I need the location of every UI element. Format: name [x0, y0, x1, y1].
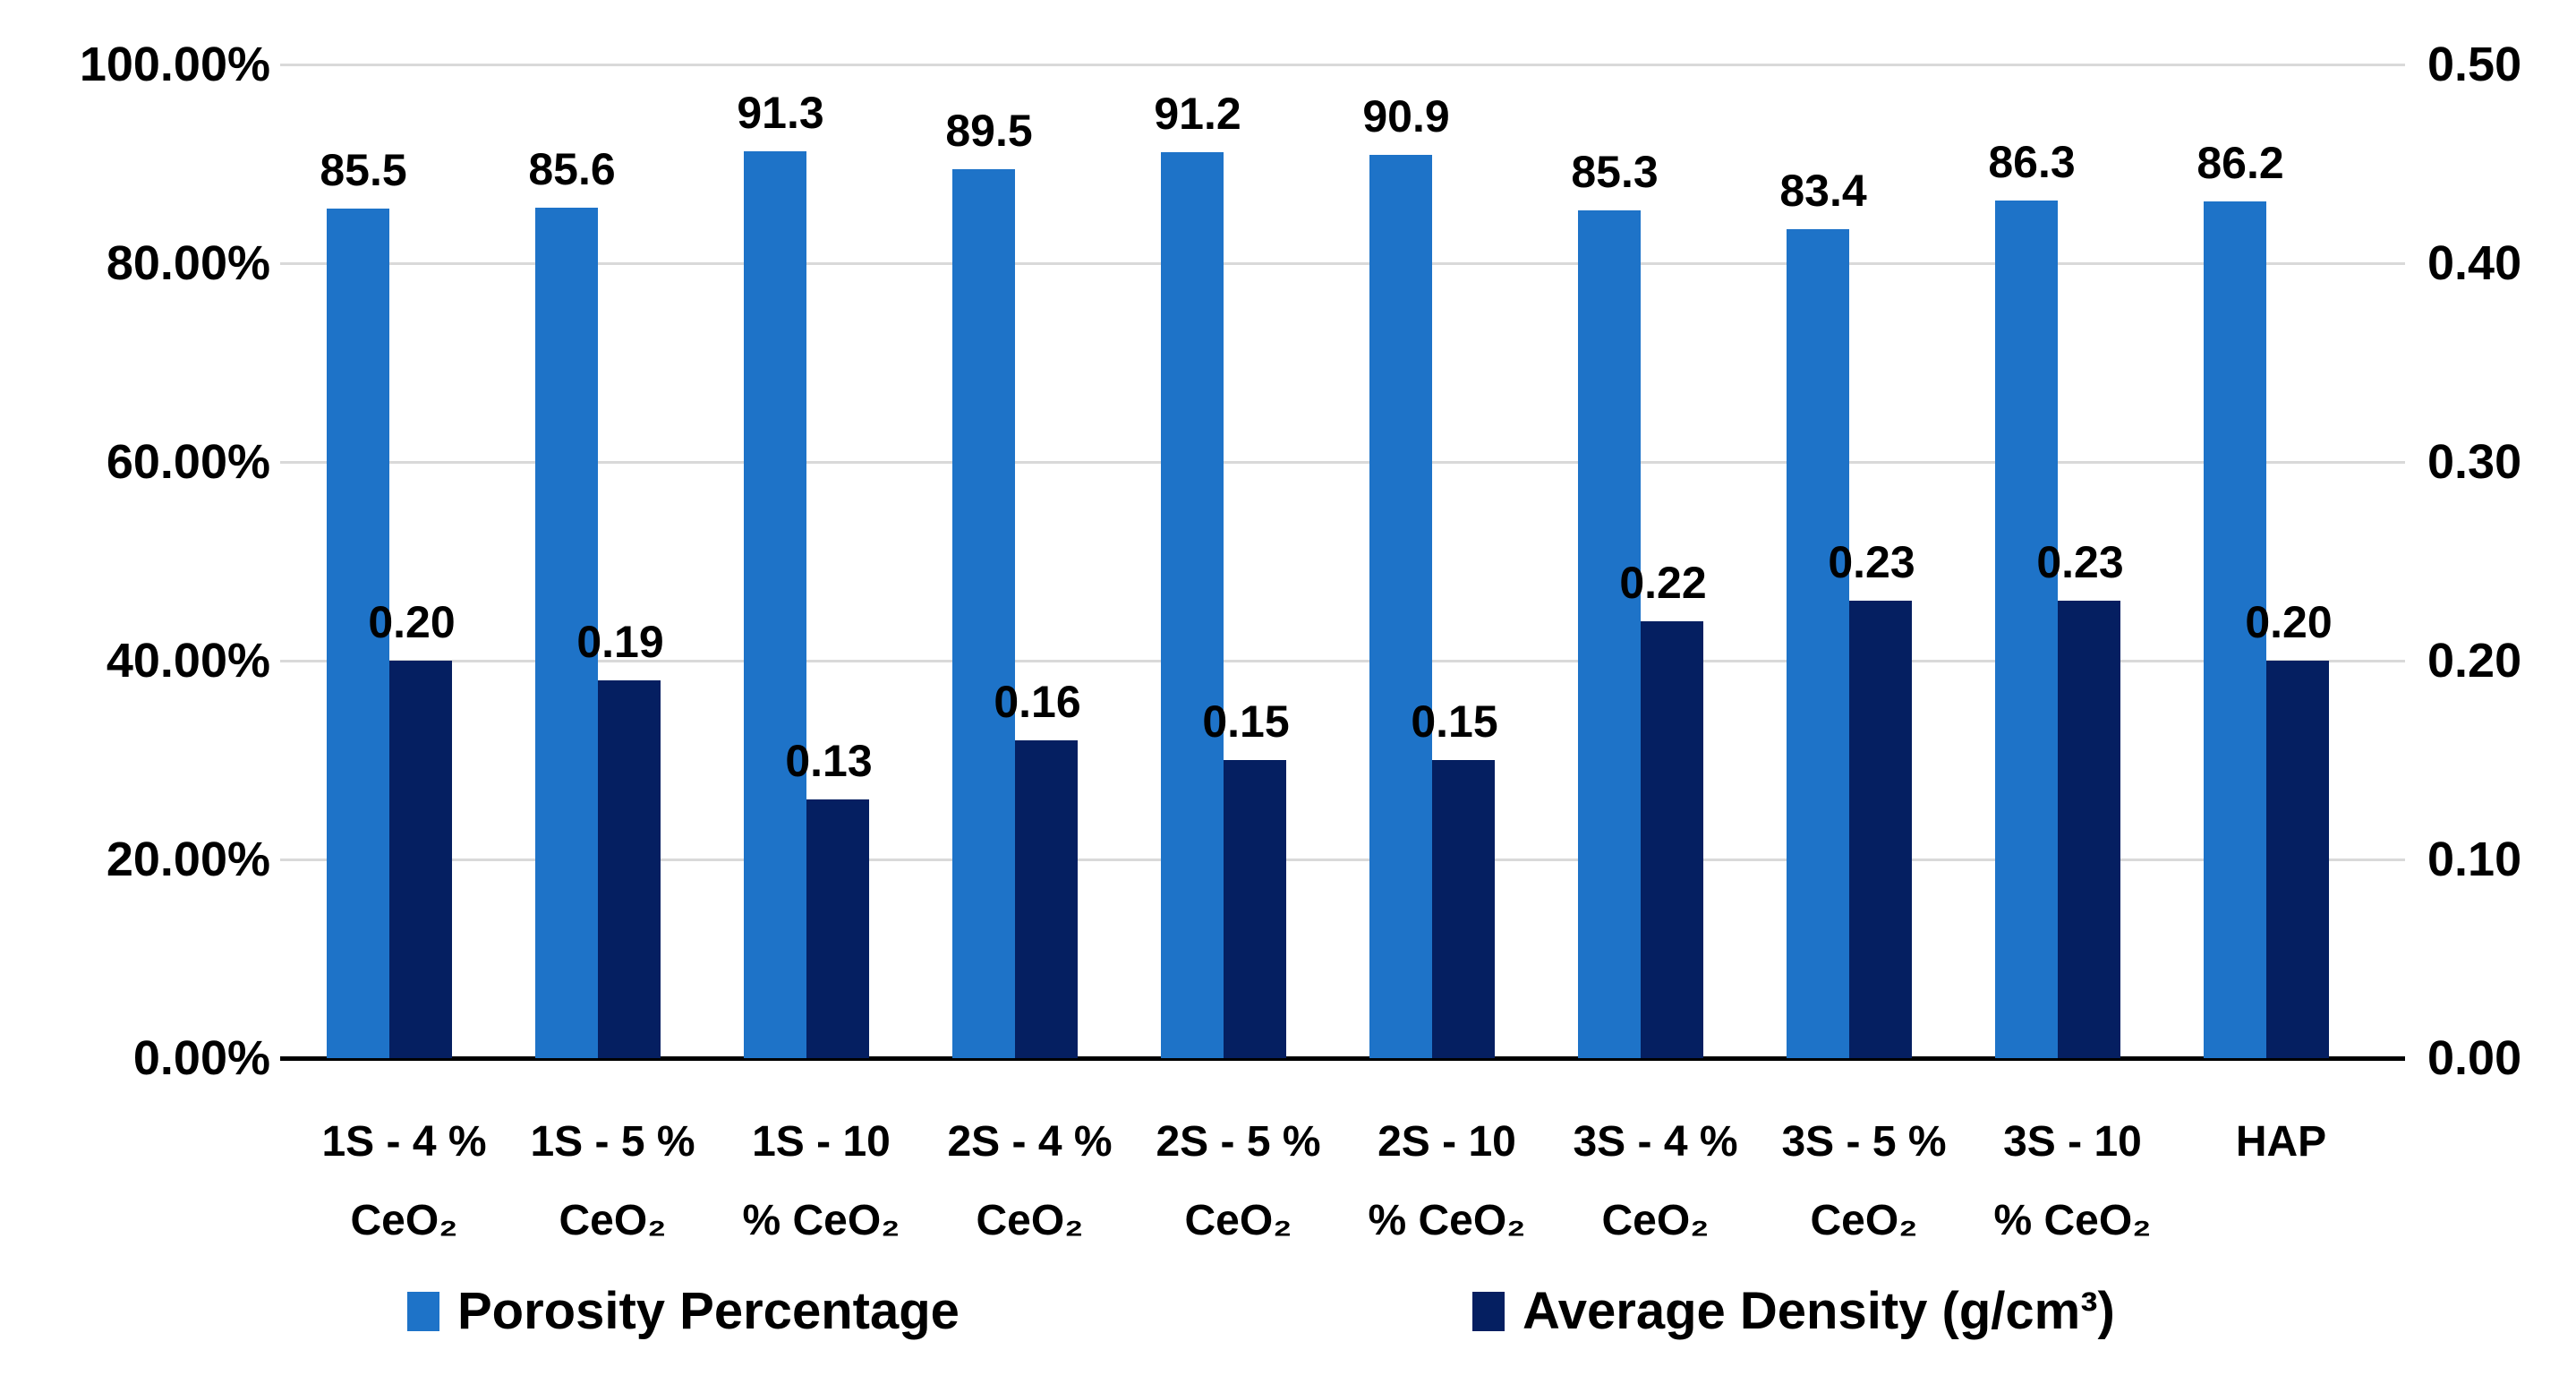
density-value-label: 0.15	[1202, 696, 1290, 747]
density-bar	[1224, 760, 1286, 1058]
gridline	[280, 64, 2405, 66]
porosity-bar	[1578, 210, 1641, 1058]
category-label: 1S - 4 % CeO₂	[321, 1118, 487, 1244]
porosity-value-label: 85.3	[1571, 147, 1659, 197]
right-axis-tick-label: 0.50	[2427, 38, 2522, 91]
category-label: 1S - 5 % CeO₂	[530, 1118, 695, 1244]
left-axis-tick-label: 60.00%	[106, 435, 270, 489]
legend-label-porosity: Porosity Percentage	[457, 1282, 960, 1340]
density-value-label: 0.19	[576, 617, 664, 667]
porosity-bar	[744, 151, 806, 1058]
porosity-value-label: 90.9	[1362, 91, 1450, 141]
category-label: 2S - 4 % CeO₂	[947, 1118, 1113, 1244]
right-axis-tick-label: 0.20	[2427, 634, 2522, 688]
density-value-label: 0.23	[2036, 537, 2124, 587]
density-bar	[2266, 661, 2329, 1058]
category-label: 3S - 10 % CeO₂	[1993, 1118, 2152, 1244]
category-label: 2S - 10 % CeO₂	[1368, 1118, 1526, 1244]
density-value-label: 0.20	[2245, 597, 2333, 647]
porosity-value-label: 85.6	[528, 144, 616, 194]
density-value-label: 0.13	[785, 736, 873, 786]
porosity-value-label: 83.4	[1779, 166, 1867, 216]
density-bar	[389, 661, 452, 1058]
right-axis-tick-label: 0.30	[2427, 435, 2522, 489]
porosity-bar	[1787, 229, 1849, 1058]
density-value-label: 0.22	[1619, 558, 1707, 608]
right-axis-tick-label: 0.10	[2427, 833, 2522, 886]
density-bar	[1015, 740, 1078, 1058]
porosity-value-label: 91.3	[737, 88, 824, 138]
category-label: HAP	[2235, 1118, 2327, 1166]
porosity-value-label: 86.2	[2196, 138, 2284, 188]
left-axis-tick-label: 20.00%	[106, 833, 270, 886]
density-value-label: 0.20	[368, 597, 456, 647]
gridline	[280, 859, 2405, 861]
gridline	[280, 262, 2405, 265]
density-bar	[2058, 601, 2120, 1058]
density-bar	[1641, 621, 1703, 1058]
density-bar	[806, 799, 869, 1058]
porosity-bar	[535, 208, 598, 1058]
right-axis-tick-label: 0.00	[2427, 1031, 2522, 1085]
right-axis-tick-label: 0.40	[2427, 236, 2522, 290]
category-label: 3S - 4 % CeO₂	[1573, 1118, 1738, 1244]
porosity-bar	[952, 169, 1015, 1058]
left-axis-tick-label: 100.00%	[79, 38, 270, 91]
porosity-value-label: 85.5	[320, 145, 407, 195]
porosity-value-label: 91.2	[1154, 89, 1241, 139]
density-bar	[598, 680, 661, 1058]
category-label: 1S - 10 % CeO₂	[742, 1118, 900, 1244]
porosity-bar	[1369, 155, 1432, 1058]
legend-item-porosity: Porosity Percentage	[407, 1273, 960, 1350]
left-axis-tick-label: 80.00%	[106, 236, 270, 290]
legend-swatch-porosity	[407, 1292, 439, 1331]
porosity-bar	[2204, 201, 2266, 1058]
category-label: 3S - 5 % CeO₂	[1781, 1118, 1947, 1244]
left-axis-tick-label: 0.00%	[132, 1031, 270, 1085]
porosity-bar	[1995, 201, 2058, 1058]
porosity-bar	[327, 209, 389, 1058]
left-axis-tick-label: 40.00%	[106, 634, 270, 688]
porosity-value-label: 86.3	[1988, 137, 2076, 187]
gridline	[280, 461, 2405, 464]
porosity-bar	[1161, 152, 1224, 1058]
density-bar	[1432, 760, 1495, 1058]
density-value-label: 0.23	[1828, 537, 1915, 587]
category-label: 2S - 5 % CeO₂	[1156, 1118, 1321, 1244]
density-value-label: 0.15	[1411, 696, 1498, 747]
legend-item-density: Average Density (g/cm³)	[1472, 1273, 2115, 1350]
density-bar	[1849, 601, 1912, 1058]
porosity-value-label: 89.5	[945, 106, 1033, 156]
gridline	[280, 660, 2405, 662]
legend-label-density: Average Density (g/cm³)	[1523, 1282, 2115, 1340]
density-value-label: 0.16	[994, 677, 1081, 727]
legend-swatch-density	[1472, 1292, 1505, 1331]
x-axis-line	[280, 1056, 2405, 1061]
